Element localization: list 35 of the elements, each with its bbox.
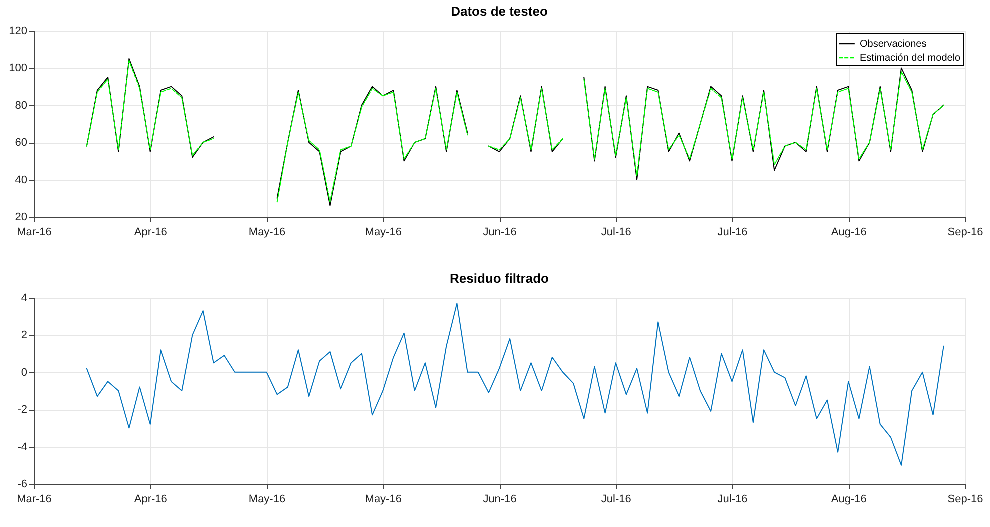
legend-label: Estimación del modelo xyxy=(860,53,962,64)
y-tick-label: 40 xyxy=(15,174,28,186)
x-tick-label: Aug-16 xyxy=(831,226,867,238)
x-tick-label: May-16 xyxy=(365,226,402,238)
chart-title: Datos de testeo xyxy=(451,4,548,19)
y-tick-label: 80 xyxy=(15,100,28,112)
line-series xyxy=(86,303,944,466)
x-tick-label: May-16 xyxy=(365,494,402,506)
legend-label: Observaciones xyxy=(860,39,927,50)
x-tick-label: Apr-16 xyxy=(134,494,168,506)
x-tick-label: May-16 xyxy=(248,226,286,238)
y-tick-label: 60 xyxy=(15,137,28,150)
y-tick-label: 0 xyxy=(21,366,28,379)
x-tick-label: Jun-16 xyxy=(483,226,517,238)
x-tick-label: Mar-16 xyxy=(17,226,52,238)
y-tick-label: 120 xyxy=(9,26,28,38)
y-tick-label: -6 xyxy=(18,478,28,490)
x-tick-label: Jul-16 xyxy=(718,494,748,506)
x-tick-label: Mar-16 xyxy=(17,494,52,506)
y-tick-label: 4 xyxy=(21,292,28,304)
chart-title: Residuo filtrado xyxy=(450,271,550,286)
y-tick-label: 100 xyxy=(9,62,28,75)
x-tick-label: Jul-16 xyxy=(601,226,632,238)
y-tick-label: -2 xyxy=(18,404,28,416)
y-tick-label: 20 xyxy=(15,212,28,224)
x-tick-label: Jun-16 xyxy=(483,494,517,506)
x-tick-label: Sep-16 xyxy=(948,226,984,238)
x-tick-label: Jul-16 xyxy=(718,226,748,238)
y-tick-label: -4 xyxy=(18,441,28,454)
x-tick-label: Aug-16 xyxy=(831,494,867,506)
x-tick-label: Apr-16 xyxy=(134,226,168,238)
x-tick-label: Sep-16 xyxy=(948,494,984,506)
x-tick-label: Jul-16 xyxy=(601,494,632,506)
y-tick-label: 2 xyxy=(21,330,28,342)
x-tick-label: May-16 xyxy=(248,494,286,506)
